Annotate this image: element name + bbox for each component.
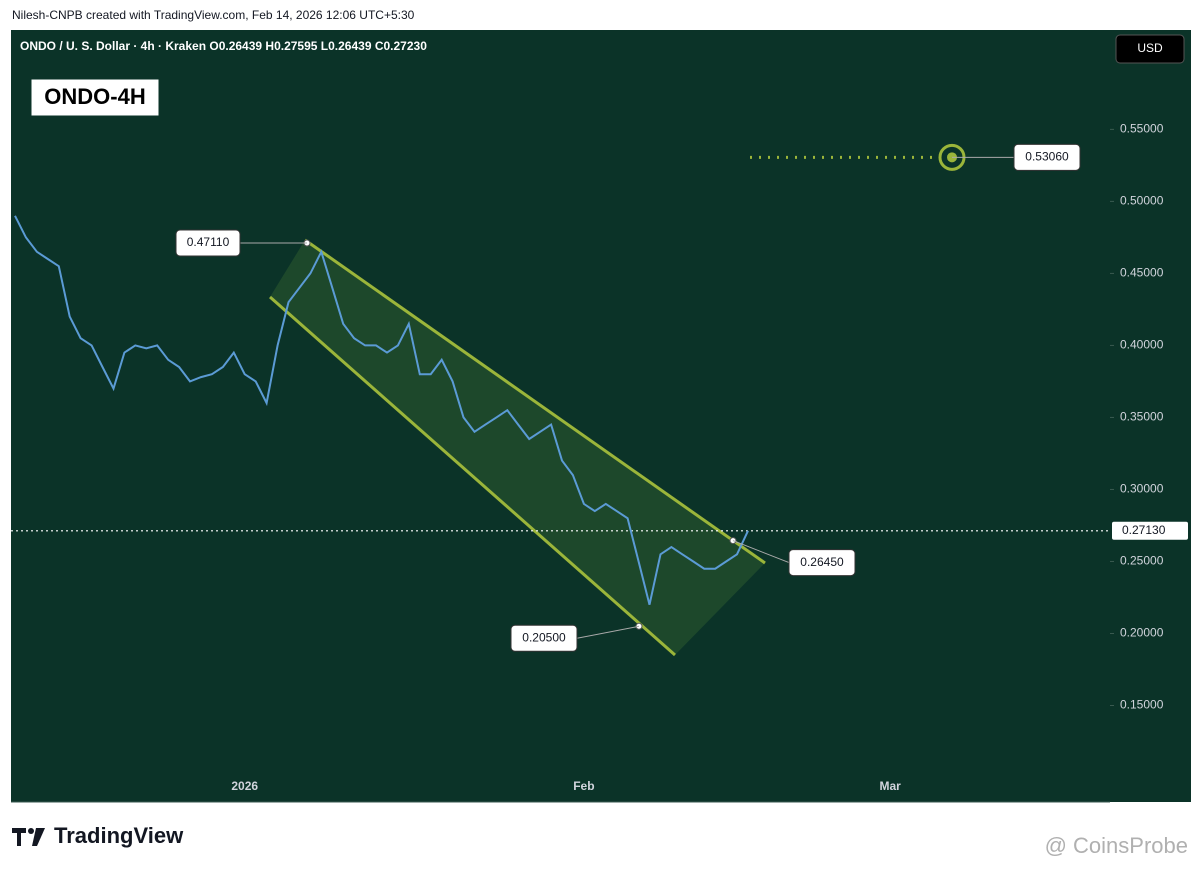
annotation-label: 0.47110: [187, 235, 230, 249]
y-tick-label: 0.30000: [1120, 482, 1164, 496]
title-box: [30, 78, 160, 117]
annotation-connector: [732, 540, 790, 564]
chart-title: ONDO-4H: [44, 84, 145, 109]
annotation-box: [175, 229, 241, 257]
x-tick-label: Feb: [573, 779, 594, 793]
channel-lower: [269, 295, 676, 657]
annotation-box: [788, 549, 856, 577]
y-tick-label: 0.35000: [1120, 410, 1164, 424]
channel-upper: [304, 238, 766, 565]
last-price-box: [1112, 521, 1188, 540]
symbol-legend: ONDO / U. S. Dollar · 4h · Kraken O0.264…: [20, 39, 427, 53]
y-tick-label: 0.20000: [1120, 626, 1164, 640]
x-tick-label: 2026: [231, 779, 258, 793]
annotation-box: [510, 624, 578, 652]
attribution: Nilesh-CNPB created with TradingView.com…: [12, 8, 415, 22]
annotation-label: 0.20500: [522, 630, 566, 644]
annotation-box: [1013, 143, 1081, 171]
currency-box[interactable]: [1115, 34, 1185, 64]
channel-fill: [270, 240, 765, 655]
price-line: [14, 215, 749, 605]
y-tick-label: 0.25000: [1120, 554, 1164, 568]
y-tick-label: 0.50000: [1120, 194, 1164, 208]
last-price-label: 0.27130: [1122, 523, 1166, 537]
annotation-label: 0.26450: [800, 555, 844, 569]
annotation-connector: [576, 625, 640, 639]
brand: TradingView: [54, 823, 184, 848]
watermark: @ CoinsProbe: [1045, 833, 1188, 858]
x-tick-label: Mar: [880, 779, 902, 793]
chart-panel: [11, 30, 1191, 802]
annotation-label: 0.53060: [1025, 149, 1069, 163]
y-tick-label: 0.40000: [1120, 338, 1164, 352]
brand-logo: [12, 828, 45, 846]
y-tick-label: 0.45000: [1120, 266, 1164, 280]
currency[interactable]: USD: [1137, 41, 1163, 55]
y-tick-label: 0.15000: [1120, 698, 1164, 712]
y-tick-label: 0.55000: [1120, 122, 1164, 136]
